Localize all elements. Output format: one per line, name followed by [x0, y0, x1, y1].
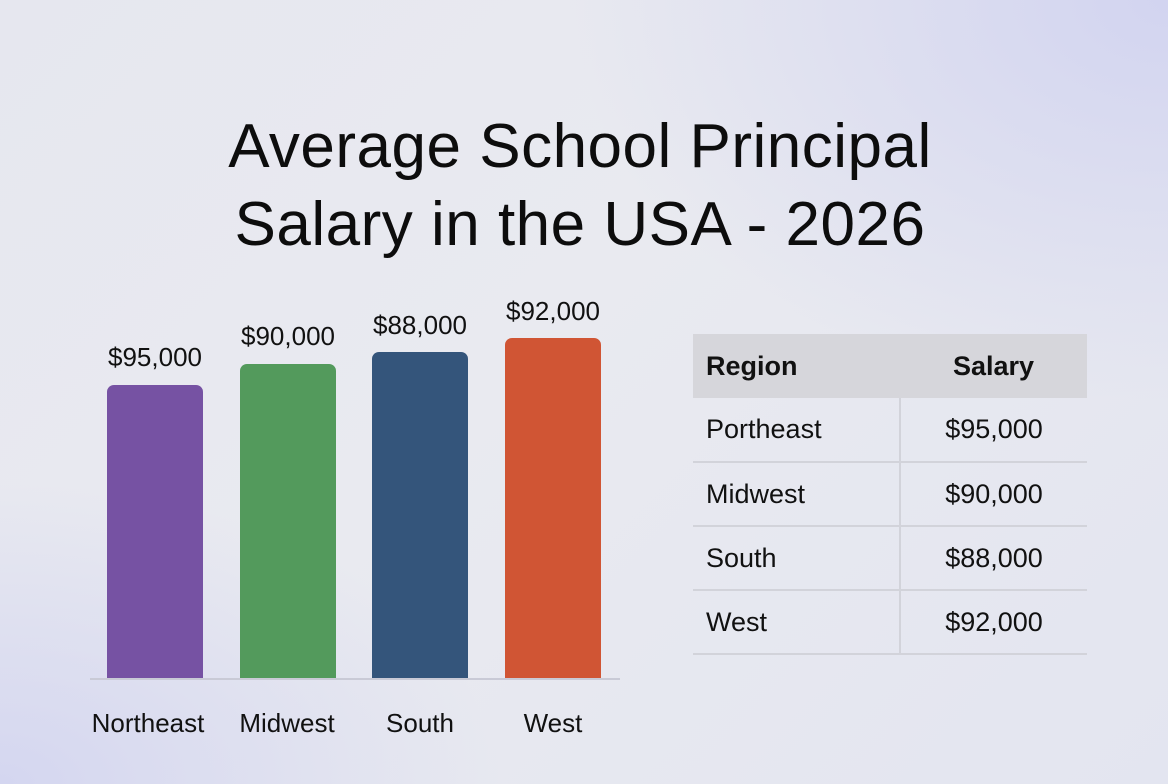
bar-northeast	[107, 385, 203, 678]
cell-region: Midwest	[693, 462, 900, 527]
x-tick-label: Northeast	[91, 708, 205, 738]
salary-table: Region Salary Portheast $95,000 Midwest …	[693, 334, 1087, 655]
title-line-2: Salary in the USA - 2026	[234, 190, 926, 259]
table-row: Midwest $90,000	[693, 462, 1087, 527]
bar-chart: $95,000 $90,000 $88,000 $92,000 Northeas…	[75, 290, 620, 750]
cell-region: West	[693, 590, 900, 655]
x-tick-label: South	[386, 708, 454, 738]
cell-salary: $88,000	[899, 526, 1087, 591]
bar-south	[372, 352, 468, 678]
cell-salary: $95,000	[899, 398, 1087, 463]
bar-west	[505, 338, 601, 678]
bar-midwest	[240, 364, 336, 678]
bar-value-label: $92,000	[506, 296, 600, 326]
chart-title: Average School Principal Salary in the U…	[0, 108, 1160, 264]
x-tick-label: Midwest	[239, 708, 335, 738]
title-line-1: Average School Principal	[228, 112, 932, 181]
header-region: Region	[693, 334, 900, 398]
cell-region: South	[693, 526, 900, 591]
bar-value-label: $95,000	[108, 342, 202, 372]
table-header-row: Region Salary	[693, 334, 1087, 398]
bar-value-label: $90,000	[241, 321, 335, 351]
header-salary: Salary	[900, 334, 1087, 398]
bar-value-label: $88,000	[373, 310, 467, 340]
x-axis-line	[90, 678, 620, 680]
table-row: Portheast $95,000	[693, 398, 1087, 463]
cell-region: Portheast	[693, 398, 900, 463]
cell-salary: $92,000	[899, 590, 1087, 655]
table-row: West $92,000	[693, 590, 1087, 655]
x-tick-label: West	[523, 708, 583, 738]
cell-salary: $90,000	[899, 462, 1087, 527]
table-row: South $88,000	[693, 526, 1087, 591]
